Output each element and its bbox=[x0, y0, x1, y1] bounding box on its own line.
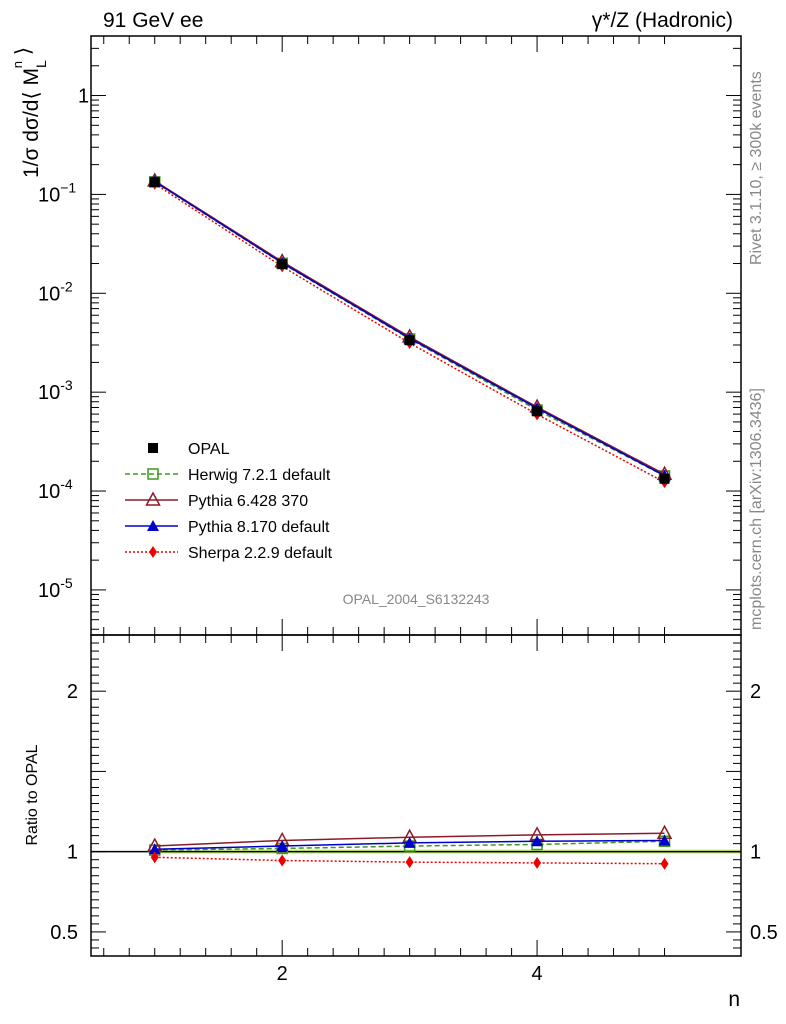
legend-marker bbox=[147, 468, 159, 480]
ratio-point-sherpa-2-2-9-default bbox=[660, 857, 669, 870]
x-axis-label: n bbox=[728, 988, 740, 1011]
ratio-series bbox=[146, 824, 673, 870]
header-left-title: 91 GeV ee bbox=[103, 9, 203, 32]
main-series-pythia-6-428-370 bbox=[146, 172, 673, 480]
main-y-tick-label: 10-3 bbox=[38, 377, 73, 404]
main-panel: 1 10−1 10-2 10-3 10-4 10-5 OPAL_2004_S6132243… bbox=[10, 35, 742, 636]
ratio-y-tick-label-right: 2 bbox=[750, 681, 761, 703]
header-right-title: γ*/Z (Hadronic) bbox=[592, 9, 733, 32]
legend-label: Herwig 7.2.1 default bbox=[188, 467, 331, 484]
main-series bbox=[146, 172, 673, 489]
ratio-y-tick-label: 2 bbox=[67, 681, 78, 703]
ratio-point-sherpa-2-2-9-default bbox=[150, 851, 159, 864]
legend-entry-herwig-7-2-1-default: Herwig 7.2.1 default bbox=[125, 467, 331, 484]
ratio-y-ticks: 2 2 1 1 0.5 0.5 bbox=[50, 634, 778, 949]
main-series-opal bbox=[149, 177, 670, 484]
legend-label: Pythia 8.170 default bbox=[188, 519, 330, 536]
main-point-opal bbox=[532, 406, 543, 417]
main-x-ticks bbox=[103, 36, 666, 635]
main-point-opal bbox=[659, 473, 670, 484]
ratio-line-sherpa-2-2-9-default bbox=[154, 856, 665, 865]
legend-label: Pythia 6.428 370 bbox=[188, 493, 308, 510]
ratio-point-pythia-8-170-default bbox=[403, 836, 416, 848]
ratio-point-pythia-8-170-default bbox=[531, 835, 544, 847]
ratio-point-pythia-8-170-default bbox=[276, 840, 289, 852]
ratio-y-tick-label-right: 0.5 bbox=[750, 922, 778, 944]
legend-entry-pythia-8-170-default: Pythia 8.170 default bbox=[125, 519, 330, 536]
main-series-pythia-8-170-default bbox=[148, 175, 671, 481]
legend-entry-opal: OPAL bbox=[148, 441, 230, 458]
ratio-point-sherpa-2-2-9-default bbox=[533, 856, 542, 869]
main-point-opal bbox=[277, 259, 288, 270]
main-y-ticks: 1 10−1 10-2 10-3 10-4 10-5 bbox=[38, 35, 741, 630]
legend-marker bbox=[149, 546, 157, 558]
legend-marker bbox=[148, 443, 158, 453]
mcplots-label: mcplots.cern.ch [arXiv:1306.3436] bbox=[748, 388, 765, 630]
ratio-point-pythia-8-170-default bbox=[148, 843, 161, 855]
ratio-ylabel: Ratio to OPAL bbox=[24, 744, 41, 845]
ratio-uncertainty-band bbox=[91, 849, 742, 855]
main-point-opal bbox=[149, 177, 160, 188]
main-line-pythia-6-428-370 bbox=[154, 180, 665, 475]
x-tick-label: 4 bbox=[532, 963, 543, 985]
main-point-opal bbox=[404, 335, 415, 346]
ratio-series-pythia-8-170-default bbox=[148, 834, 671, 855]
ratio-point-pythia-8-170-default bbox=[658, 834, 671, 846]
legend-entry-pythia-6-428-370: Pythia 6.428 370 bbox=[125, 491, 308, 510]
rivet-label: Rivet 3.1.10, ≥ 300k events bbox=[748, 71, 765, 265]
legend: OPAL Herwig 7.2.1 default Pythia 6.428 370… bbox=[125, 441, 333, 562]
ratio-y-tick-label: 1 bbox=[67, 842, 78, 864]
main-ylabel: 1/σ dσ/d⟨ MLn ⟩ bbox=[10, 47, 49, 178]
ratio-series-sherpa-2-2-9-default bbox=[150, 851, 669, 870]
main-y-tick-label: 1 bbox=[78, 86, 89, 108]
ratio-line-herwig-7-2-1-default bbox=[154, 840, 665, 851]
analysis-label: OPAL_2004_S6132243 bbox=[343, 591, 490, 607]
main-y-tick-label: 10-2 bbox=[38, 278, 73, 305]
ratio-y-tick-label-right: 1 bbox=[750, 842, 761, 864]
ratio-frame bbox=[90, 634, 742, 957]
x-tick-label: 2 bbox=[277, 963, 288, 985]
legend-entry-sherpa-2-2-9-default: Sherpa 2.2.9 default bbox=[125, 545, 333, 562]
legend-label: OPAL bbox=[188, 441, 230, 458]
ratio-y-tick-label: 0.5 bbox=[50, 922, 78, 944]
main-y-tick-label: 10-5 bbox=[38, 575, 73, 602]
legend-marker bbox=[145, 491, 161, 506]
legend-marker bbox=[147, 520, 159, 531]
main-y-tick-label: 10−1 bbox=[38, 179, 76, 206]
ratio-point-sherpa-2-2-9-default bbox=[405, 856, 414, 869]
ratio-point-sherpa-2-2-9-default bbox=[278, 854, 287, 867]
main-y-tick-label: 10-4 bbox=[38, 476, 73, 503]
legend-label: Sherpa 2.2.9 default bbox=[188, 545, 333, 562]
